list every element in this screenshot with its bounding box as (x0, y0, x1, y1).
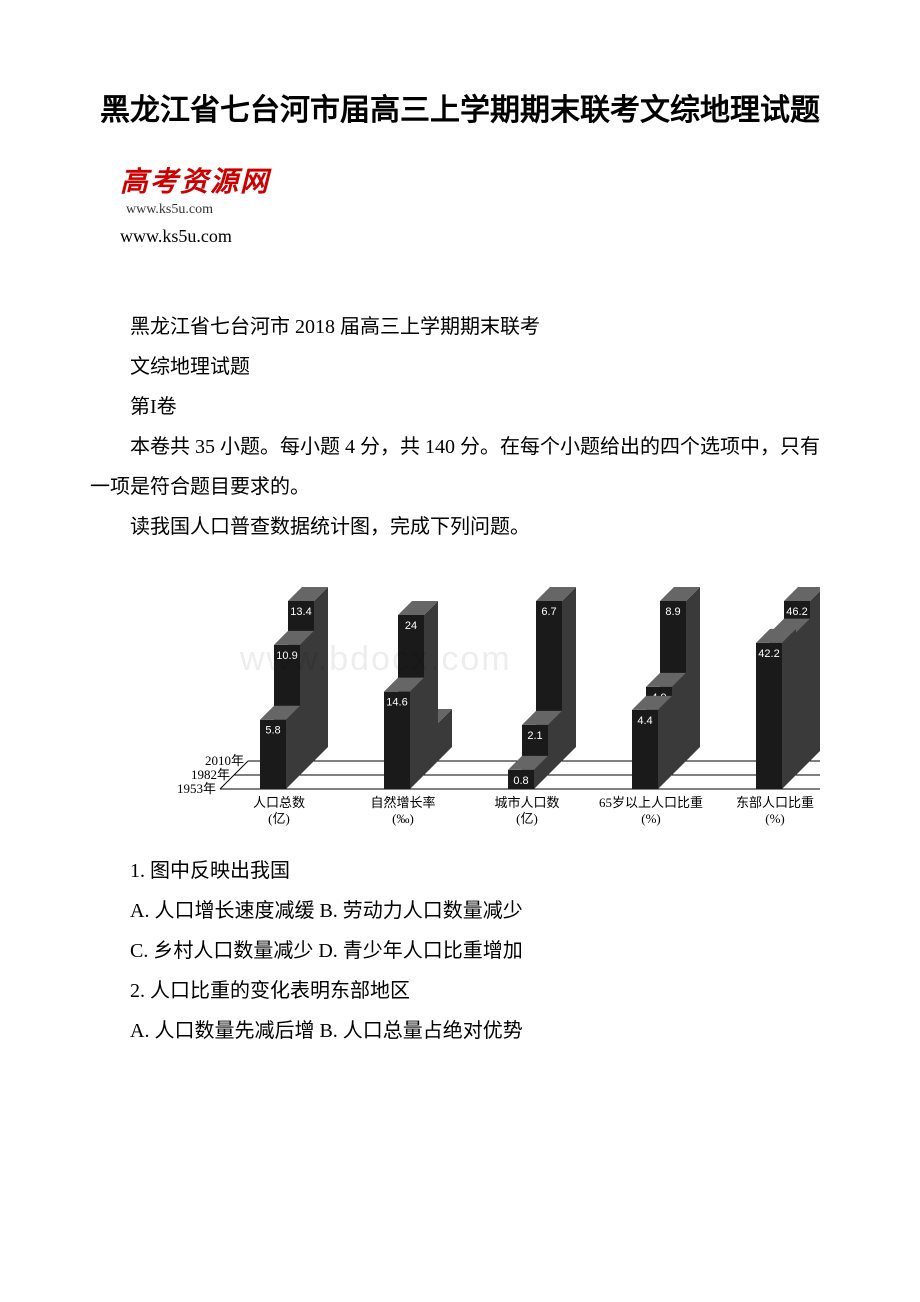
svg-text:1982年: 1982年 (191, 767, 230, 782)
svg-text:5.8: 5.8 (265, 725, 280, 737)
svg-text:10.9: 10.9 (276, 650, 297, 662)
question-1: 1. 图中反映出我国 (90, 851, 830, 891)
svg-text:城市人口数: 城市人口数 (494, 795, 559, 810)
svg-text:1953年: 1953年 (177, 781, 216, 796)
question-2-options-ab: A. 人口数量先减后增 B. 人口总量占绝对优势 (90, 1011, 830, 1051)
svg-text:2010年: 2010年 (205, 753, 244, 768)
question-1-options-ab: A. 人口增长速度减缓 B. 劳动力人口数量减少 (90, 891, 830, 931)
svg-text:(%): (%) (765, 811, 785, 826)
logo-sub-text: www.ks5u.com (126, 202, 830, 218)
census-chart: 2010年1982年1953年13.410.95.8人口总数(亿)5.72414… (90, 557, 830, 837)
page-title: 黑龙江省七台河市届高三上学期期末联考文综地理试题 (90, 90, 830, 132)
svg-text:0.8: 0.8 (513, 775, 528, 787)
svg-text:4.4: 4.4 (637, 715, 652, 727)
svg-text:46.2: 46.2 (786, 606, 807, 618)
svg-text:自然增长率: 自然增长率 (370, 795, 435, 810)
census-chart-svg: 2010年1982年1953年13.410.95.8人口总数(亿)5.72414… (100, 557, 820, 837)
svg-text:24: 24 (405, 620, 417, 632)
svg-text:东部人口比重: 东部人口比重 (736, 795, 814, 810)
para-chart-intro: 读我国人口普查数据统计图，完成下列问题。 (90, 507, 830, 547)
logo-block: 高考资源网 www.ks5u.com (120, 160, 830, 218)
svg-text:8.9: 8.9 (665, 606, 680, 618)
para-section: 第I卷 (90, 387, 830, 427)
svg-text:(亿): (亿) (516, 811, 538, 826)
svg-text:65岁以上人口比重: 65岁以上人口比重 (599, 795, 703, 810)
question-1-options-cd: C. 乡村人口数量减少 D. 青少年人口比重增加 (90, 931, 830, 971)
svg-text:14.6: 14.6 (386, 697, 407, 709)
svg-text:(%): (%) (641, 811, 661, 826)
svg-text:13.4: 13.4 (290, 606, 311, 618)
svg-text:(‰): (‰) (392, 811, 414, 826)
logo-main-text: 高考资源网 (120, 160, 830, 200)
para-subject: 文综地理试题 (90, 347, 830, 387)
svg-text:6.7: 6.7 (541, 606, 556, 618)
url-line: www.ks5u.com (120, 226, 830, 247)
para-source: 黑龙江省七台河市 2018 届高三上学期期末联考 (90, 307, 830, 347)
para-instructions: 本卷共 35 小题。每小题 4 分，共 140 分。在每个小题给出的四个选项中，… (90, 427, 830, 507)
svg-text:人口总数: 人口总数 (253, 795, 305, 810)
svg-text:(亿): (亿) (268, 811, 290, 826)
question-2: 2. 人口比重的变化表明东部地区 (90, 971, 830, 1011)
svg-text:42.2: 42.2 (758, 648, 779, 660)
svg-text:2.1: 2.1 (527, 730, 542, 742)
